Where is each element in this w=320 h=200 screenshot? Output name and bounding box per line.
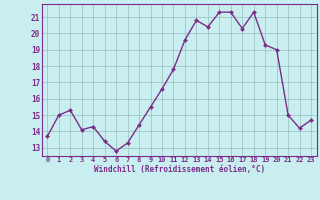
X-axis label: Windchill (Refroidissement éolien,°C): Windchill (Refroidissement éolien,°C) xyxy=(94,165,265,174)
